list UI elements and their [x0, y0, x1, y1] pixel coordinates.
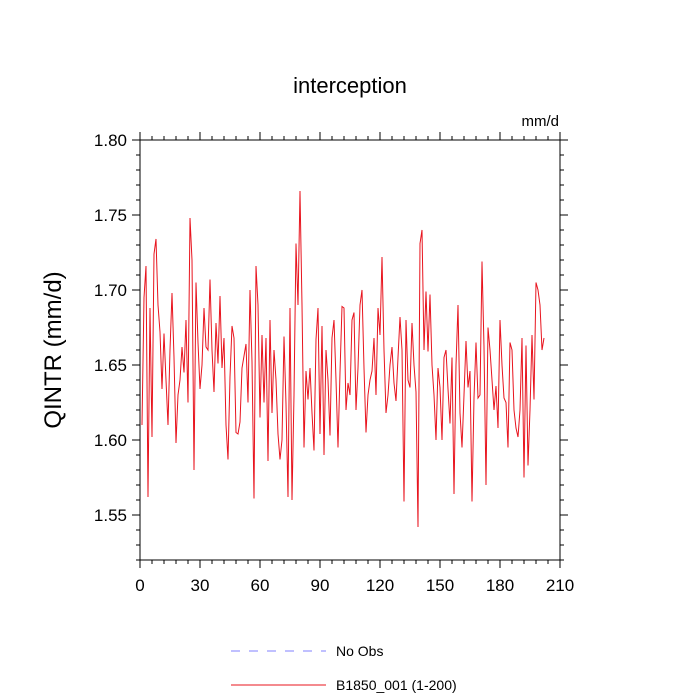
y-tick-label: 1.65	[94, 356, 127, 375]
y-tick-label: 1.55	[94, 506, 127, 525]
chart-title: interception	[293, 73, 407, 98]
y-tick-label: 1.70	[94, 281, 127, 300]
x-tick-label: 120	[366, 576, 394, 595]
tick-labels: 0 30 60 90 120 150 180 210 1.55 1.60 1.65 1.70 1.75 1…	[94, 131, 574, 595]
x-tick-label: 150	[426, 576, 454, 595]
y-tick-label: 1.75	[94, 206, 127, 225]
y-tick-label: 1.80	[94, 131, 127, 150]
x-tick-label: 210	[546, 576, 574, 595]
x-tick-label: 0	[135, 576, 144, 595]
y-tick-label: 1.60	[94, 431, 127, 450]
x-tick-label: 90	[311, 576, 330, 595]
legend-label: No Obs	[336, 643, 383, 659]
series-layer	[141, 190, 545, 528]
series-line	[141, 190, 545, 528]
legend-label: B1850_001 (1-200)	[336, 677, 457, 693]
x-tick-label: 60	[251, 576, 270, 595]
x-tick-label: 30	[191, 576, 210, 595]
x-tick-label: 180	[486, 576, 514, 595]
legend: No Obs B1850_001 (1-200)	[231, 643, 457, 693]
axis-ticks	[132, 132, 568, 568]
units-label: mm/d	[522, 113, 560, 130]
y-axis-label: QINTR (mm/d)	[40, 271, 67, 428]
